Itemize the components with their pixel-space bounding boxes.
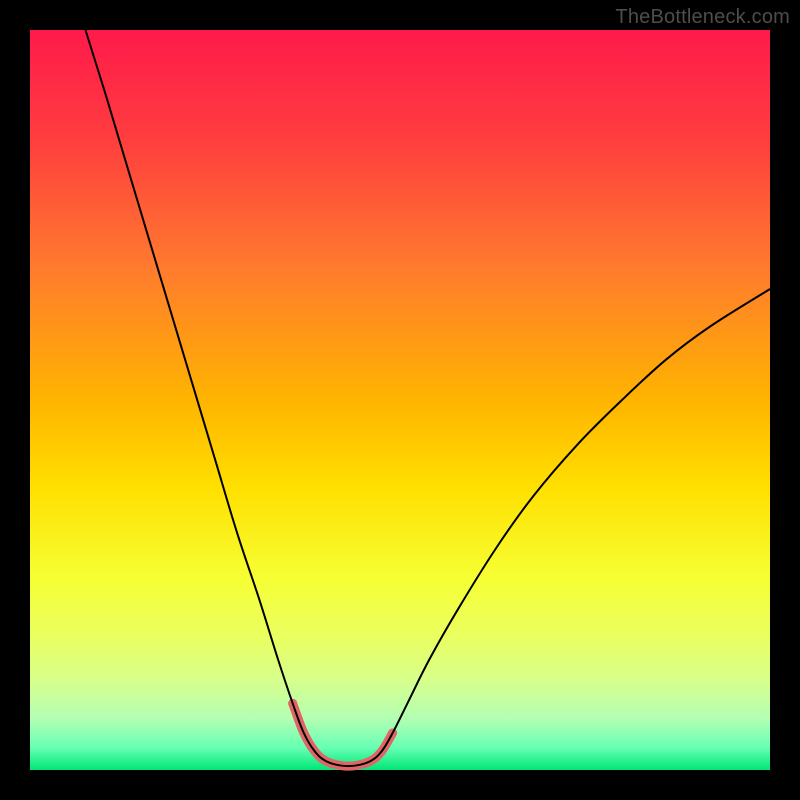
bottleneck-chart: [0, 0, 800, 800]
plot-background: [30, 30, 770, 770]
watermark-text: TheBottleneck.com: [615, 6, 790, 29]
chart-frame: TheBottleneck.com: [0, 0, 800, 800]
